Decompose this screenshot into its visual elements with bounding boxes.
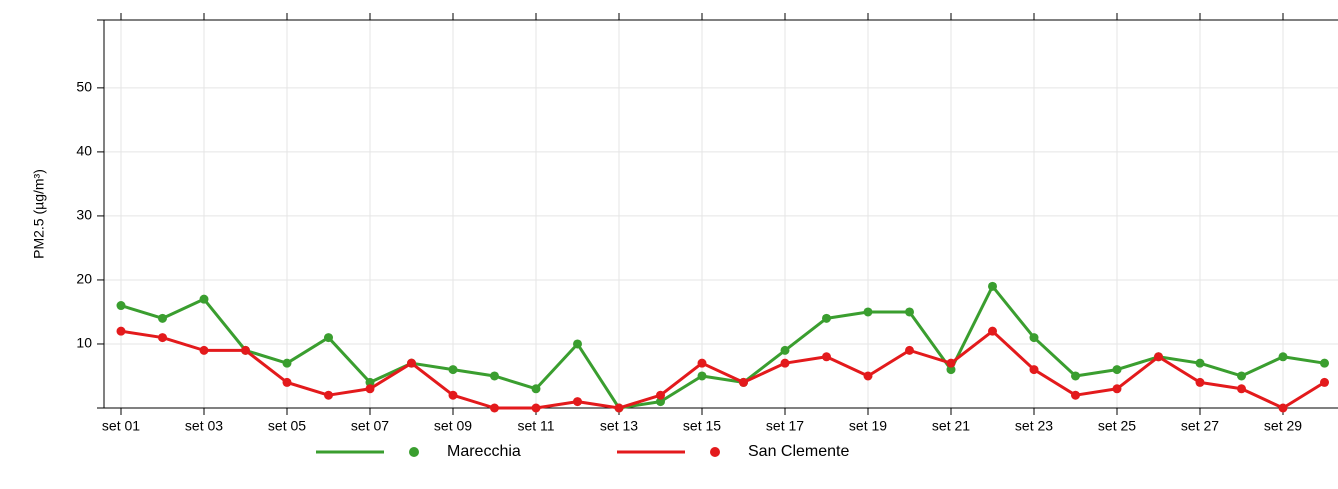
x-tick-label: set 11 — [517, 418, 554, 434]
data-point — [905, 307, 914, 317]
data-point — [614, 403, 624, 413]
x-tick-label: set 27 — [1181, 418, 1219, 434]
data-point — [863, 371, 873, 381]
data-point — [697, 358, 707, 368]
x-tick-label: set 21 — [932, 418, 970, 434]
data-point — [158, 333, 167, 343]
data-point — [780, 345, 790, 355]
series-line — [120, 329, 1326, 410]
y-tick-label: 40 — [76, 143, 92, 159]
legend-marker — [710, 447, 720, 457]
data-point — [1320, 358, 1329, 368]
x-tick-label: set 23 — [1015, 418, 1053, 434]
data-point — [365, 377, 375, 387]
data-point — [905, 345, 914, 355]
data-point — [988, 326, 997, 336]
x-tick-label: set 17 — [766, 418, 804, 434]
data-point — [1320, 377, 1329, 387]
data-point — [241, 345, 250, 355]
data-point — [1237, 371, 1246, 381]
series-line — [120, 284, 1325, 410]
x-tick-label: set 25 — [1098, 418, 1136, 434]
y-axis-label: PM2.5 (µg/m³) — [31, 169, 47, 259]
x-tick-label: set 09 — [434, 418, 472, 434]
y-tick-label: 50 — [76, 79, 92, 95]
data-point — [1195, 377, 1205, 387]
data-point — [282, 377, 292, 387]
data-point — [448, 390, 458, 400]
data-point — [1029, 365, 1039, 375]
data-point — [822, 352, 831, 362]
data-point — [1071, 390, 1080, 400]
data-point — [1278, 403, 1288, 413]
data-point — [448, 365, 458, 375]
legend-label: San Clemente — [748, 443, 849, 460]
data-point — [116, 326, 126, 336]
data-point — [1195, 358, 1205, 368]
data-point — [988, 281, 997, 291]
data-point — [697, 371, 707, 381]
data-point — [1237, 384, 1246, 394]
x-tick-label: set 15 — [683, 418, 721, 434]
x-tick-label: set 01 — [102, 418, 140, 434]
data-point — [863, 307, 873, 317]
data-point — [573, 339, 582, 349]
y-tick-label: 10 — [76, 335, 92, 351]
data-point — [1278, 352, 1288, 362]
legend-marker — [409, 447, 419, 457]
data-point — [158, 313, 167, 323]
x-tick-label: set 19 — [849, 418, 887, 434]
data-point — [1154, 352, 1163, 362]
data-point — [199, 345, 209, 355]
data-point — [780, 358, 790, 368]
data-point — [822, 313, 831, 323]
data-point — [739, 377, 748, 387]
data-point — [324, 390, 333, 400]
data-point — [1029, 333, 1039, 343]
x-tick-label: set 13 — [600, 418, 638, 434]
data-point — [656, 390, 665, 400]
data-point — [531, 384, 541, 394]
data-point — [1112, 365, 1122, 375]
x-tick-label: set 03 — [185, 418, 223, 434]
y-tick-label: 20 — [76, 271, 92, 287]
legend-label: Marecchia — [447, 443, 521, 460]
data-point — [946, 365, 956, 375]
data-point — [407, 358, 416, 368]
data-point — [1112, 384, 1122, 394]
data-point — [116, 301, 126, 311]
x-tick-label: set 07 — [351, 418, 389, 434]
data-point — [1071, 371, 1080, 381]
data-point — [324, 333, 333, 343]
x-tick-label: set 05 — [268, 418, 306, 434]
data-point — [490, 403, 499, 413]
data-point — [531, 403, 541, 413]
data-point — [490, 371, 499, 381]
data-point — [282, 358, 292, 368]
x-tick-label: set 29 — [1264, 418, 1302, 434]
data-point — [656, 397, 665, 407]
data-point — [573, 397, 582, 407]
data-point — [946, 358, 956, 368]
data-point — [199, 294, 209, 304]
data-point — [365, 384, 375, 394]
y-tick-label: 30 — [76, 207, 92, 223]
